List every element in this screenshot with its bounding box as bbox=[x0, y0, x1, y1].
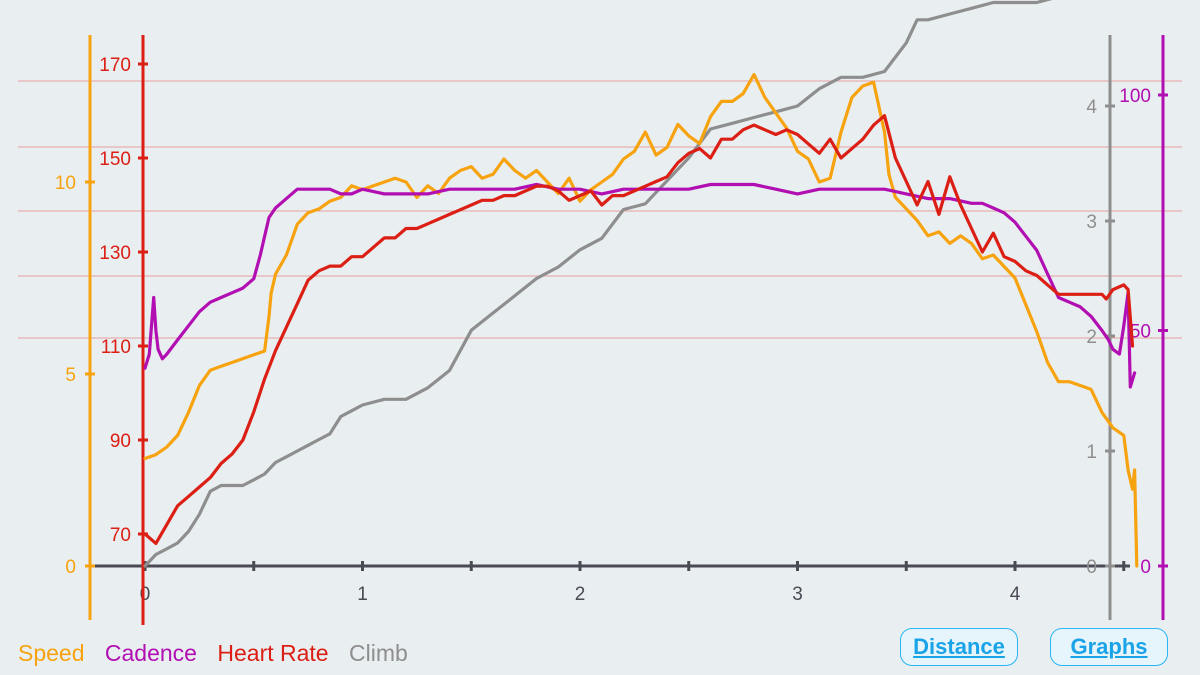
legend-heart-rate: Heart Rate bbox=[217, 640, 329, 666]
heart-rate-tick-label: 110 bbox=[101, 337, 131, 358]
x-tick-label: 4 bbox=[1010, 584, 1021, 605]
distance-button[interactable]: Distance bbox=[900, 628, 1018, 666]
climb-tick-label: 3 bbox=[1086, 212, 1097, 233]
climb-tick-label: 0 bbox=[1086, 557, 1097, 578]
x-tick-label: 1 bbox=[357, 584, 368, 605]
chart: 0 1 2 3 4 0 5 10 70 90 110 130 150 170 0 1 2 3 4 0 50 100 bbox=[18, 0, 1182, 625]
speed-tick-label: 5 bbox=[65, 365, 76, 386]
speed-tick-label: 0 bbox=[65, 557, 76, 578]
heart-rate-tick-label: 170 bbox=[99, 55, 131, 76]
heart-rate-tick-label: 130 bbox=[99, 243, 131, 264]
climb-tick-label: 2 bbox=[1086, 327, 1097, 348]
legend: Speed Cadence Heart Rate Climb bbox=[18, 640, 422, 667]
climb-tick-label: 4 bbox=[1086, 97, 1097, 118]
series-line-cadence bbox=[143, 182, 1137, 389]
legend-climb: Climb bbox=[348, 640, 408, 666]
x-tick-label: 3 bbox=[792, 584, 803, 605]
heart-rate-tick-label: 70 bbox=[110, 525, 131, 546]
heart-rate-tick-label: 90 bbox=[110, 431, 131, 452]
heart-rate-tick-label: 150 bbox=[99, 149, 131, 170]
x-tick-label: 2 bbox=[575, 584, 586, 605]
graphs-button[interactable]: Graphs bbox=[1050, 628, 1168, 666]
cadence-tick-label: 100 bbox=[1119, 86, 1151, 107]
climb-tick-label: 1 bbox=[1086, 442, 1097, 463]
series-line-speed bbox=[143, 72, 1139, 568]
legend-speed: Speed bbox=[18, 640, 85, 666]
series-line-climb bbox=[143, 0, 1053, 568]
cadence-tick-label: 0 bbox=[1140, 557, 1151, 578]
cadence-tick-label: 50 bbox=[1130, 322, 1151, 343]
speed-tick-label: 10 bbox=[55, 173, 76, 194]
x-tick-label: 0 bbox=[140, 584, 151, 605]
legend-cadence: Cadence bbox=[104, 640, 197, 666]
series-line-heart-rate bbox=[143, 114, 1135, 546]
